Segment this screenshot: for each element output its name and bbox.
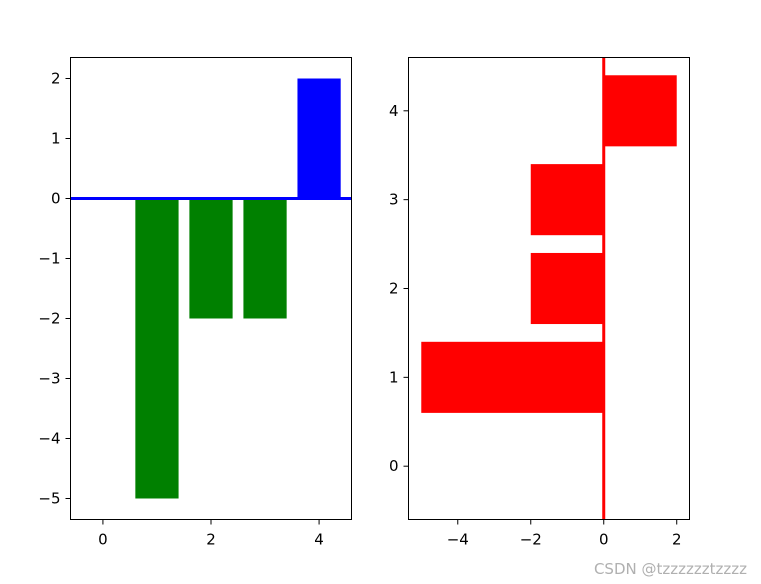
x-tick-label-0: −4 [447, 531, 469, 549]
y-tick-label-7: −5 [38, 490, 60, 508]
y-tick-label-3: 1 [389, 368, 399, 386]
right-barh-chart: −4 −2 0 2 4 3 2 1 0 [389, 57, 690, 549]
y-tick-label-2: 2 [389, 280, 399, 298]
hbar-4 [603, 75, 677, 147]
x-tick-label-2: 4 [314, 531, 324, 549]
x-tick-label-1: 2 [206, 531, 216, 549]
bar-4 [297, 78, 341, 199]
left-bar-chart: 0 2 4 2 1 0 −1 −2 −3 −4 −5 [38, 57, 352, 549]
x-tick-label-0: 0 [98, 531, 108, 549]
y-tick-label-0: 2 [51, 70, 61, 88]
y-tick-label-0: 4 [389, 102, 399, 120]
x-tick-label-1: −2 [520, 531, 542, 549]
bar-2 [189, 198, 233, 319]
watermark-text: CSDN @tzzzzzztzzzz [593, 560, 747, 578]
y-tick-label-1: 1 [51, 130, 61, 148]
bar-1 [135, 198, 179, 499]
y-tick-label-4: 0 [389, 457, 399, 475]
y-tick-label-4: −2 [38, 310, 60, 328]
y-tick-label-6: −4 [38, 430, 60, 448]
y-tick-label-5: −3 [38, 370, 60, 388]
y-tick-label-2: 0 [51, 190, 61, 208]
hbar-1 [421, 341, 604, 413]
y-tick-label-3: −1 [38, 250, 60, 268]
x-tick-label-2: 0 [599, 531, 609, 549]
x-tick-label-3: 2 [672, 531, 682, 549]
hbar-3 [530, 164, 604, 236]
y-tick-label-1: 3 [389, 191, 399, 209]
hbar-2 [530, 252, 604, 325]
bar-3 [243, 198, 287, 319]
